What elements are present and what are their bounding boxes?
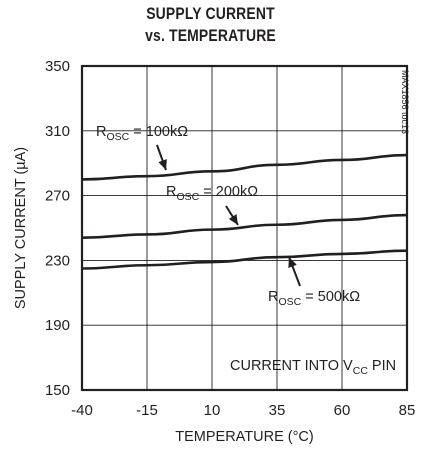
y-axis-label: SUPPLY CURRENT (µA) — [13, 147, 29, 309]
y-tick-labels: 150 190 230 270 310 350 — [45, 58, 70, 399]
arrow-head-icon — [158, 159, 167, 170]
chart-title-line-1: SUPPLY CURRENT — [146, 4, 275, 23]
y-tick-label: 190 — [45, 317, 70, 334]
y-tick-label: 310 — [45, 123, 70, 140]
arrow-head-icon — [228, 214, 238, 225]
series-lines — [81, 153, 408, 270]
arrow-head-icon — [288, 257, 297, 268]
series-label-value: = 100kΩ — [129, 124, 188, 140]
series-label-main: R — [166, 184, 176, 200]
series-label-value: = 500kΩ — [301, 289, 360, 305]
series-label-sub: OSC — [176, 191, 199, 203]
x-tick-label: 85 — [399, 402, 416, 419]
x-tick-label: 35 — [269, 402, 286, 419]
series-label-value: = 200kΩ — [199, 184, 258, 200]
series-line-2 — [81, 213, 408, 240]
series-label-2: ROSC = 200kΩ — [166, 184, 258, 203]
series-label-sub: OSC — [106, 131, 129, 143]
x-tick-label: -15 — [136, 402, 158, 419]
plot-frame — [80, 64, 409, 392]
y-tick-label: 350 — [45, 58, 70, 75]
note-post: PIN — [368, 358, 396, 374]
series-label-3: ROSC = 500kΩ — [268, 289, 360, 308]
series-label-main: R — [268, 289, 278, 305]
note-sub: CC — [353, 365, 369, 377]
series-label-main: R — [96, 124, 106, 140]
series-label-1: ROSC = 100kΩ — [96, 124, 188, 143]
note-pre: CURRENT INTO V — [230, 358, 353, 374]
current-into-vcc-note: CURRENT INTO VCC PIN — [230, 358, 396, 377]
y-tick-label: 230 — [45, 252, 70, 269]
series-label-sub: OSC — [278, 296, 301, 308]
x-axis-label: TEMPERATURE (°C) — [175, 429, 313, 445]
part-number-watermark: MAX1856 toc13 — [400, 70, 410, 134]
series-line-3 — [81, 249, 408, 270]
y-tick-label: 150 — [45, 382, 70, 399]
series-line-1 — [81, 153, 408, 181]
y-tick-label: 270 — [45, 188, 70, 205]
chart-title-line-2: vs. TEMPERATURE — [145, 26, 276, 45]
x-tick-label: 10 — [204, 402, 221, 419]
x-tick-label: -40 — [71, 402, 93, 419]
x-tick-label: 60 — [334, 402, 351, 419]
grid — [82, 66, 407, 390]
x-tick-labels: -40 -15 10 35 60 85 — [71, 402, 415, 419]
